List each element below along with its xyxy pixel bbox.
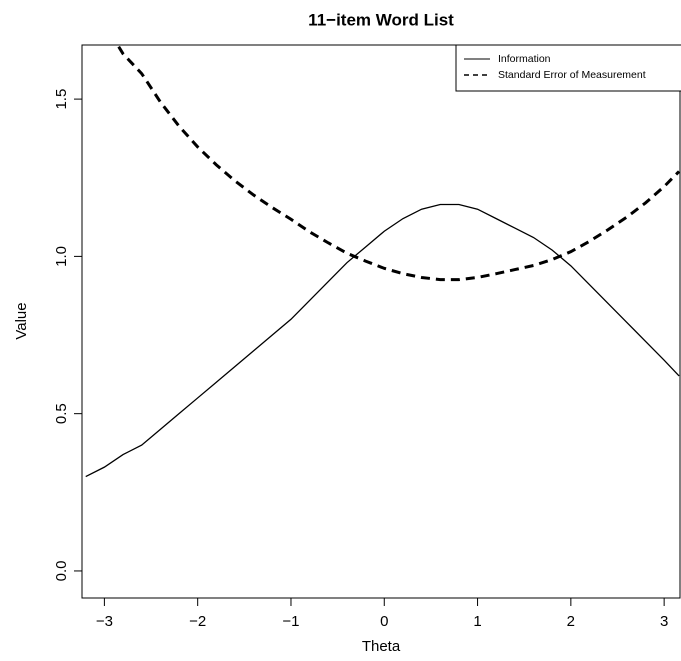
x-tick-label: 0 xyxy=(380,613,388,630)
y-tick-label: 1.0 xyxy=(53,246,70,267)
legend-label: Information xyxy=(498,53,551,65)
x-axis-label: Theta xyxy=(362,638,401,655)
plot-area xyxy=(85,45,680,478)
plot-frame xyxy=(81,44,681,599)
chart-title: 11−item Word List xyxy=(308,10,454,29)
y-tick-label: 0.0 xyxy=(53,561,70,582)
x-tick-label: −1 xyxy=(282,613,299,630)
series-line xyxy=(85,203,680,478)
y-tick-label: 0.5 xyxy=(53,403,70,424)
x-tick-label: −3 xyxy=(96,613,113,630)
y-axis-label: Value xyxy=(13,302,30,339)
x-tick-label: 3 xyxy=(660,613,668,630)
series-line xyxy=(115,45,680,282)
x-tick-label: −2 xyxy=(189,613,206,630)
legend-label: Standard Error of Measurement xyxy=(498,69,646,81)
legend-box xyxy=(455,44,681,92)
x-tick-label: 1 xyxy=(473,613,481,630)
y-tick-label: 1.5 xyxy=(53,89,70,110)
x-tick-label: 2 xyxy=(567,613,575,630)
